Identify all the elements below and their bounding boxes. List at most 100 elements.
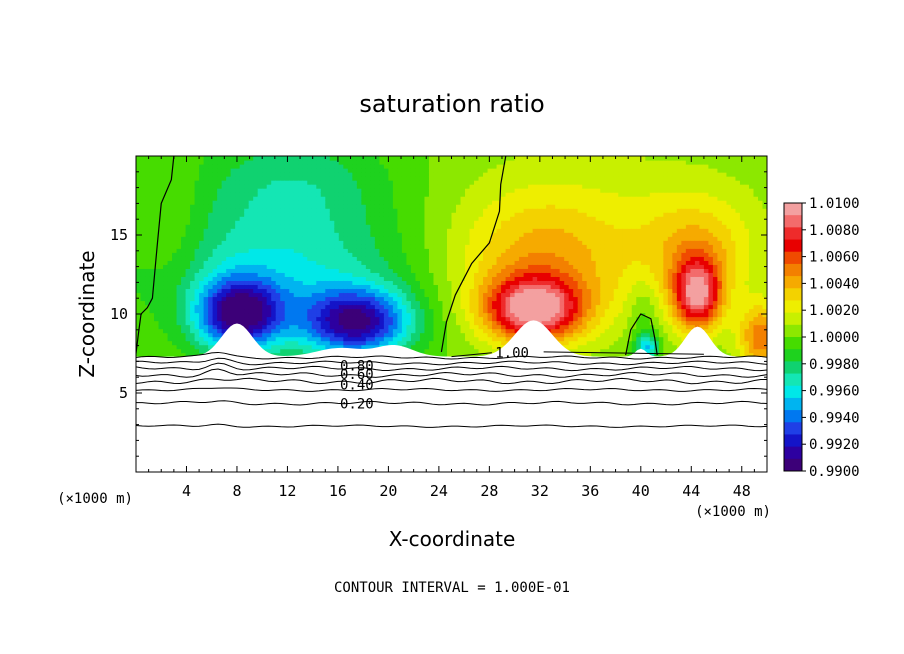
heatmap-cell bbox=[456, 320, 462, 326]
heatmap-cell bbox=[564, 316, 570, 322]
heatmap-cell bbox=[208, 280, 214, 286]
heatmap-cell bbox=[329, 256, 335, 261]
heatmap-cell bbox=[492, 320, 498, 326]
heatmap-cell bbox=[235, 312, 241, 318]
heatmap-cell bbox=[456, 244, 462, 249]
heatmap-cell bbox=[338, 240, 344, 245]
heatmap-cell bbox=[510, 304, 516, 310]
heatmap-cell bbox=[284, 188, 290, 193]
heatmap-cell bbox=[149, 324, 155, 330]
heatmap-cell bbox=[383, 276, 389, 282]
heatmap-cell bbox=[505, 168, 511, 173]
heatmap-cell bbox=[253, 276, 259, 282]
heatmap-cell bbox=[316, 344, 322, 350]
heatmap-cell bbox=[401, 188, 408, 193]
heatmap-cell bbox=[559, 224, 565, 229]
heatmap-cell bbox=[136, 288, 142, 294]
heatmap-cell bbox=[172, 272, 178, 277]
heatmap-cell bbox=[415, 164, 421, 169]
heatmap-cell bbox=[415, 248, 421, 253]
heatmap-cell bbox=[140, 192, 146, 197]
heatmap-cell bbox=[275, 228, 281, 233]
heatmap-cell bbox=[469, 240, 475, 245]
heatmap-cell bbox=[302, 332, 308, 338]
heatmap-cell bbox=[401, 208, 408, 213]
heatmap-cell bbox=[343, 292, 349, 298]
heatmap-cell bbox=[379, 208, 385, 213]
heatmap-cell bbox=[415, 304, 421, 310]
heatmap-cell bbox=[487, 244, 493, 249]
heatmap-cell bbox=[478, 280, 484, 286]
heatmap-cell bbox=[289, 252, 295, 257]
heatmap-cell bbox=[406, 288, 412, 294]
heatmap-cell bbox=[424, 336, 430, 342]
heatmap-cell bbox=[532, 204, 538, 209]
heatmap-cell bbox=[532, 208, 538, 213]
heatmap-cell bbox=[185, 188, 191, 193]
heatmap-cell bbox=[465, 172, 471, 177]
heatmap-cell bbox=[383, 188, 389, 193]
heatmap-cell bbox=[356, 216, 362, 221]
heatmap-cell bbox=[469, 232, 475, 237]
heatmap-cell bbox=[383, 252, 389, 257]
heatmap-cell bbox=[433, 236, 439, 241]
heatmap-cell bbox=[541, 220, 547, 225]
heatmap-cell bbox=[496, 244, 502, 249]
heatmap-cell bbox=[140, 196, 146, 201]
heatmap-cell bbox=[433, 172, 439, 177]
heatmap-cell bbox=[474, 224, 480, 229]
heatmap-cell bbox=[275, 284, 281, 290]
heatmap-cell bbox=[154, 236, 160, 241]
heatmap-cell bbox=[469, 300, 475, 306]
heatmap-cell bbox=[397, 308, 403, 314]
heatmap-cell bbox=[546, 284, 552, 290]
heatmap-cell bbox=[370, 168, 376, 173]
heatmap-cell bbox=[465, 348, 471, 354]
heatmap-cell bbox=[244, 296, 250, 302]
heatmap-cell bbox=[442, 320, 448, 326]
heatmap-cell bbox=[334, 208, 340, 213]
heatmap-cell bbox=[347, 320, 353, 326]
heatmap-cell bbox=[235, 192, 241, 197]
heatmap-cell bbox=[519, 192, 525, 197]
heatmap-cell bbox=[483, 280, 489, 286]
heatmap-cell bbox=[352, 312, 358, 318]
heatmap-cell bbox=[550, 316, 556, 322]
heatmap-cell bbox=[501, 332, 507, 338]
heatmap-cell bbox=[573, 316, 579, 322]
heatmap-cell bbox=[136, 156, 142, 161]
heatmap-cell bbox=[257, 328, 263, 334]
heatmap-cell bbox=[564, 232, 570, 237]
heatmap-cell bbox=[221, 248, 227, 253]
heatmap-cell bbox=[501, 256, 507, 261]
heatmap-cell bbox=[415, 308, 421, 314]
heatmap-cell bbox=[284, 216, 290, 221]
heatmap-cell bbox=[158, 312, 164, 318]
heatmap-cell bbox=[181, 196, 187, 201]
heatmap-cell bbox=[253, 192, 259, 197]
heatmap-cell bbox=[437, 216, 444, 221]
heatmap-cell bbox=[456, 212, 462, 217]
heatmap-cell bbox=[437, 248, 444, 253]
heatmap-cell bbox=[203, 208, 209, 213]
heatmap-cell bbox=[370, 304, 376, 310]
heatmap-cell bbox=[582, 216, 588, 221]
heatmap-cell bbox=[199, 240, 205, 245]
heatmap-cell bbox=[293, 256, 299, 261]
heatmap-cell bbox=[505, 160, 511, 165]
heatmap-cell bbox=[370, 196, 376, 201]
heatmap-cell bbox=[284, 308, 290, 314]
heatmap-cell bbox=[419, 268, 426, 273]
heatmap-cell bbox=[149, 244, 155, 249]
heatmap-cell bbox=[456, 252, 462, 257]
heatmap-cell bbox=[352, 236, 358, 241]
heatmap-cell bbox=[239, 320, 245, 326]
heatmap-cell bbox=[406, 220, 412, 225]
heatmap-cell bbox=[329, 232, 335, 237]
heatmap-cell bbox=[492, 240, 498, 245]
heatmap-cell bbox=[140, 168, 146, 173]
heatmap-cell bbox=[546, 240, 552, 245]
heatmap-cell bbox=[298, 292, 304, 298]
heatmap-cell bbox=[514, 212, 520, 217]
heatmap-cell bbox=[465, 316, 471, 322]
